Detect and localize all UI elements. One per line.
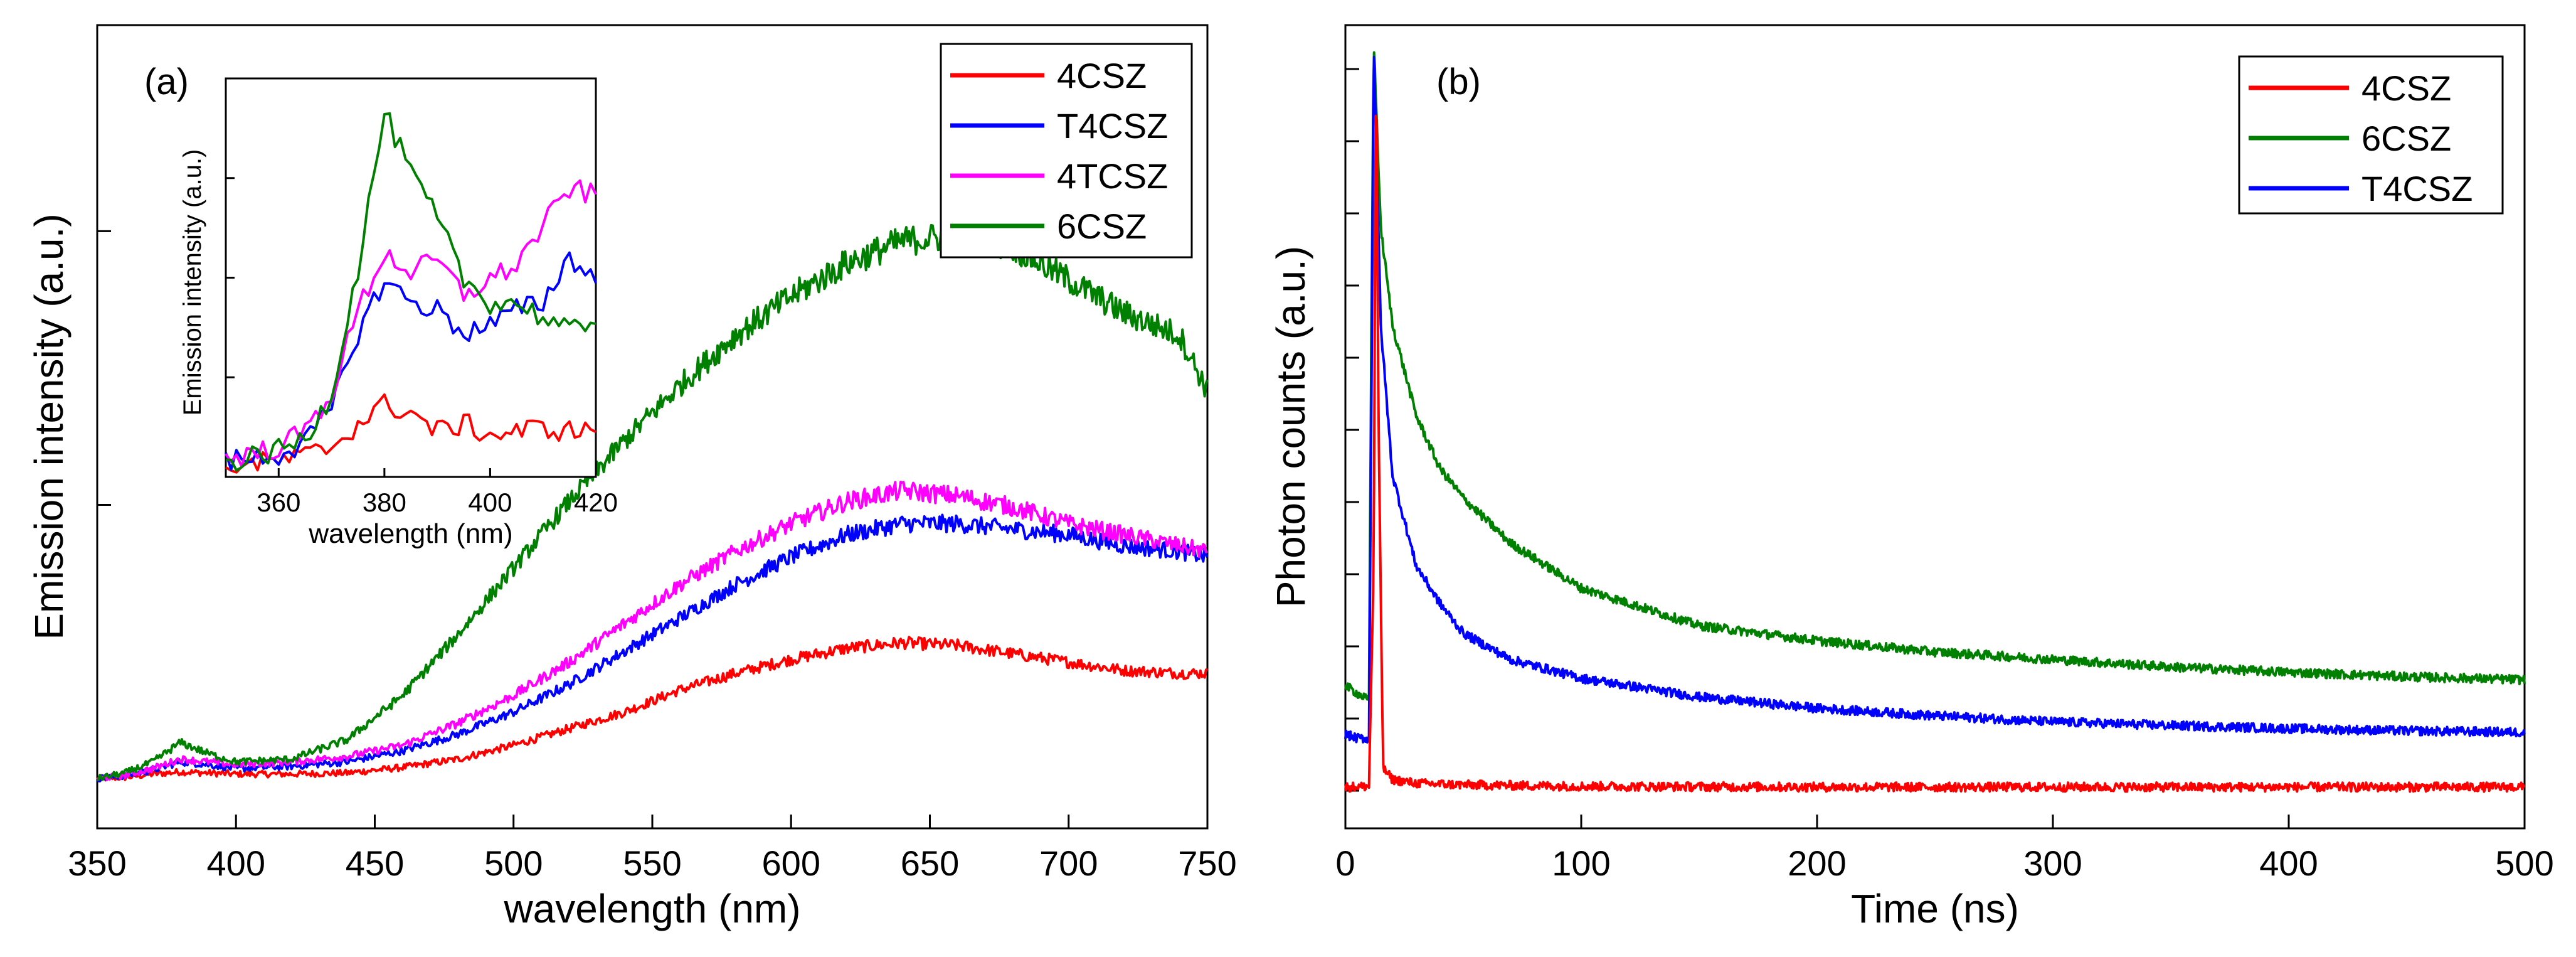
inset-series (225, 112, 597, 474)
panel-a-x-tick-label: 650 (901, 843, 959, 883)
legend-a-label-T4CSZ: T4CSZ (1057, 106, 1168, 146)
panel-b-line-t4csz (1344, 56, 2526, 744)
panel-b-x-tick-label: 200 (1788, 843, 1846, 883)
panel-a-x-tick-label: 550 (623, 843, 681, 883)
panel-a: 350 400 450 500 550 600 650 700 750 (a) waveleng… (26, 24, 1237, 931)
panel-a-x-ticks: 350 400 450 500 550 600 650 700 750 (68, 815, 1237, 883)
panel-a-y-ticks (97, 230, 111, 780)
panel-a-x-tick-label: 500 (484, 843, 543, 883)
legend-a-label-4TCSZ: 4TCSZ (1057, 156, 1168, 196)
panel-a-inset: 360 380 400 420 wavelength (nm) Emission in… (179, 77, 618, 549)
panel-b-y-ticks (1345, 68, 1359, 792)
panel-a-y-axis-label: Emission intensity (a.u.) (26, 213, 72, 639)
legend-a-label-6CSZ: 6CSZ (1057, 206, 1147, 246)
inset-x-tick-label: 360 (257, 488, 300, 517)
inset-line-4tcsz (225, 179, 597, 468)
inset-x-tick-label: 380 (363, 488, 406, 517)
inset-x-ticks: 360 380 400 420 (257, 468, 618, 517)
panel-a-legend: 4CSZ T4CSZ 4TCSZ 6CSZ (940, 43, 1193, 259)
panel-a-line-4csz (96, 636, 1209, 782)
panel-b-x-tick-label: 0 (1335, 843, 1355, 883)
panel-a-x-tick-label: 700 (1039, 843, 1098, 883)
panel-a-line-4tcsz (96, 481, 1208, 781)
panel-b-x-ticks: 0 100 200 300 400 500 (1335, 815, 2554, 883)
legend-b-label-T4CSZ: T4CSZ (2361, 169, 2473, 208)
panel-b-line-6csz (1344, 51, 2526, 701)
inset-y-axis-label: Emission intensity (a.u.) (179, 149, 206, 416)
inset-x-tick-label: 400 (468, 488, 512, 517)
panel-a-label: (a) (144, 61, 189, 102)
panel-b-x-tick-label: 300 (2023, 843, 2082, 883)
inset-x-axis-label: wavelength (nm) (308, 518, 512, 549)
panel-b-x-tick-label: 100 (1552, 843, 1610, 883)
panel-a-x-tick-label: 350 (68, 843, 126, 883)
panel-a-x-tick-label: 600 (762, 843, 820, 883)
inset-line-6csz (226, 112, 596, 472)
panel-b-x-tick-label: 500 (2495, 843, 2553, 883)
inset-line-4csz (225, 393, 596, 474)
panel-b-series (1344, 51, 2526, 793)
panel-b-y-axis-label: Photon counts (a.u.) (1268, 246, 1313, 607)
panel-a-legend-box (940, 43, 1193, 259)
panel-a-series (96, 221, 1209, 783)
panel-b-x-tick-label: 400 (2259, 843, 2318, 883)
legend-a-label-4CSZ: 4CSZ (1057, 56, 1147, 95)
panel-a-x-axis-label: wavelength (nm) (503, 886, 800, 931)
panel-b: 0 100 200 300 400 500 (b) Time (ns) Photon co… (1268, 24, 2554, 931)
panel-a-x-tick-label: 450 (346, 843, 404, 883)
panel-b-legend: 4CSZ 6CSZ T4CSZ (2238, 55, 2504, 215)
panel-a-x-tick-label: 400 (207, 843, 265, 883)
panel-b-label: (b) (1436, 61, 1481, 102)
panel-b-x-axis-label: Time (ns) (1851, 886, 2019, 931)
panel-a-line-t4csz (96, 513, 1209, 783)
panel-a-x-tick-label: 750 (1178, 843, 1236, 883)
legend-b-label-6CSZ: 6CSZ (2361, 119, 2451, 158)
inset-line-t4csz (225, 251, 597, 471)
panel-b-line-4csz (1344, 114, 2525, 793)
legend-b-label-4CSZ: 4CSZ (2361, 68, 2451, 108)
inset-x-tick-label: 420 (574, 488, 618, 517)
panel-b-frame (1344, 24, 2526, 830)
